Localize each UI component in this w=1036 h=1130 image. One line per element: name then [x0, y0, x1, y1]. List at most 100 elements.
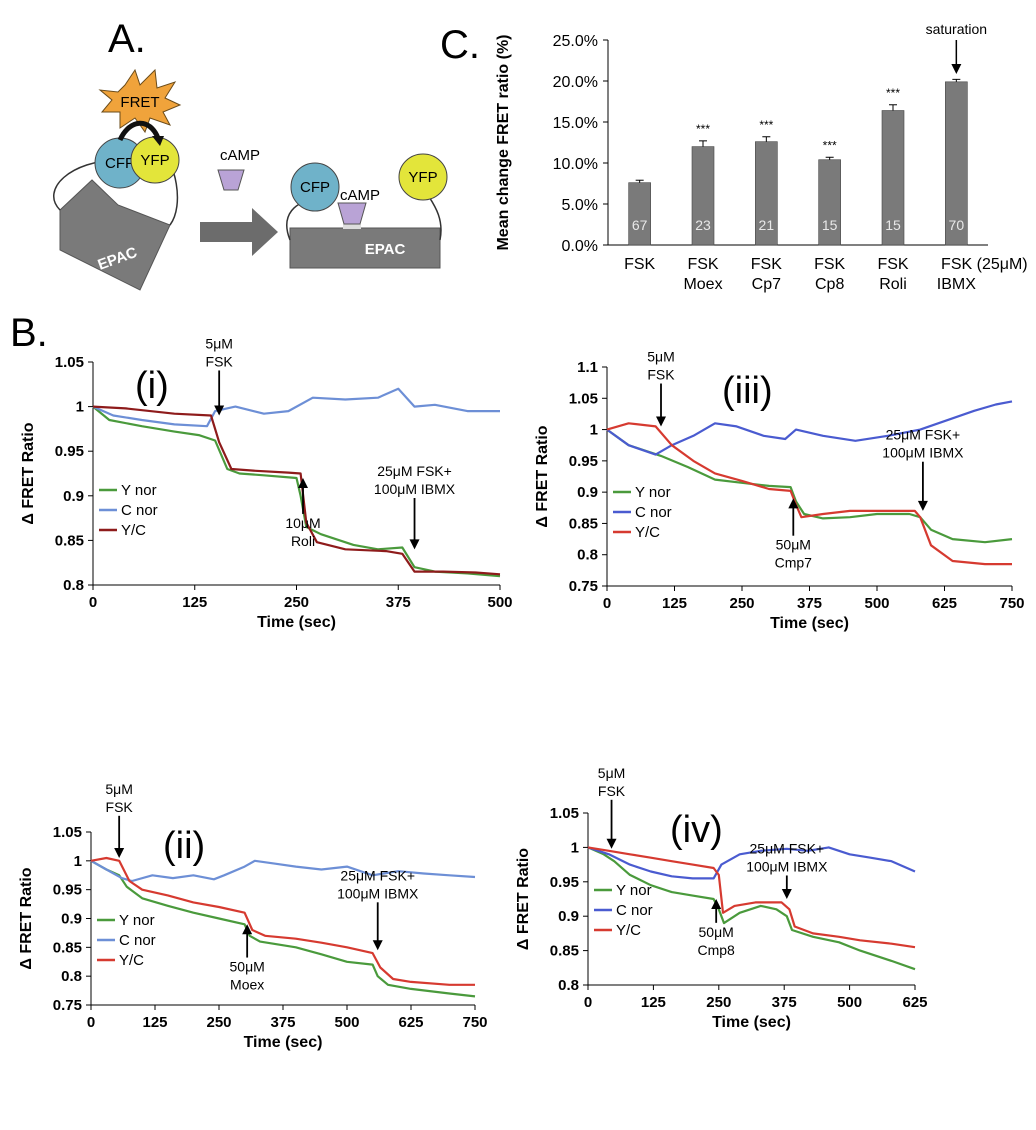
significance-marker: *** — [696, 122, 710, 136]
x-axis-label: Time (sec) — [257, 614, 336, 631]
y-tick-label: 0.9 — [63, 488, 84, 505]
epac-block-right — [289, 227, 441, 269]
annotation-line2: Cmp7 — [775, 555, 813, 571]
x-axis-label: Time (sec) — [770, 615, 849, 632]
x-tick-label: 0 — [584, 994, 592, 1011]
panel-a-letter: A. — [108, 17, 146, 61]
x-tick-label: 250 — [206, 1014, 231, 1031]
chart-i-line: 0.8 0.85 0.9 0.95 1 1.05 0 125 250 375 500 Time (se… — [20, 335, 513, 631]
legend-label: Y/C — [119, 952, 144, 969]
annotation-line1: 50μM — [230, 959, 265, 975]
significance-marker: *** — [886, 86, 900, 100]
category-label-line1: FSK — [751, 256, 782, 273]
x-tick-label: 125 — [662, 595, 687, 612]
annotation-line1: 25μM FSK+ — [750, 840, 825, 856]
epac-block-left — [59, 179, 171, 291]
x-tick-label: 750 — [462, 1014, 487, 1031]
category-label-line2: Cp8 — [815, 276, 844, 293]
annotation-line1: 25μM FSK+ — [340, 867, 415, 883]
panel-c-letter: C. — [440, 23, 480, 67]
series-line-ynor — [587, 846, 916, 971]
panel-b-letter: B. — [10, 311, 48, 355]
legend-label: C nor — [119, 932, 156, 949]
legend-label: Y/C — [121, 522, 146, 539]
cfp-label-left: CFP — [105, 155, 135, 172]
panel-roman-label: (ii) — [163, 825, 205, 867]
annotation-line2: 100μM IBMX — [337, 885, 419, 901]
category-label-line1: FSK — [624, 256, 655, 273]
category-label-line2: IBMX — [937, 276, 976, 293]
fret-burst — [98, 68, 182, 134]
y-tick-label: 0.85 — [569, 515, 598, 532]
x-tick-label: 250 — [706, 994, 731, 1011]
bar-n-label: 67 — [632, 217, 648, 233]
annotation-line2: 100μM IBMX — [374, 481, 456, 497]
x-tick-label: 500 — [864, 595, 889, 612]
y-axis-label: Mean change FRET ratio (%) — [495, 34, 512, 250]
y-tick-label: 0.8 — [61, 968, 82, 985]
camp-free-label: cAMP — [220, 147, 260, 164]
x-tick-label: 125 — [182, 594, 207, 611]
annotation-line1: 50μM — [776, 537, 811, 553]
x-tick-label: 0 — [89, 594, 97, 611]
panel-a-diagram: A. EPAC CFP YFP FRET cAMP EPAC cAMP — [53, 17, 448, 291]
y-tick-label: 1 — [76, 399, 84, 416]
annotation-line2: 100μM IBMX — [882, 445, 964, 461]
category-label-line1: FSK — [877, 256, 908, 273]
series-line-yc — [587, 846, 916, 949]
annotation-line2: Cmp8 — [698, 942, 736, 958]
annotation-line2: FSK — [647, 367, 675, 383]
y-tick-label: 0.85 — [550, 943, 579, 960]
camp-free-icon — [217, 169, 245, 191]
y-tick-label: 1.1 — [577, 359, 598, 376]
annotation-arrowhead — [606, 838, 617, 849]
y-axis-label: Δ FRET Ratio — [20, 422, 37, 524]
legend-label: Y/C — [635, 524, 660, 541]
series-line-cnor — [92, 387, 500, 428]
legend-label: Y nor — [119, 912, 155, 929]
y-tick-label: 1 — [74, 853, 82, 870]
chart-iii-line: 0.75 0.8 0.85 0.9 0.95 1 1.05 1.1 0 125 250 375 500 6… — [534, 349, 1025, 632]
category-label-line2: Moex — [683, 276, 722, 293]
legend-label: Y nor — [616, 882, 652, 899]
x-axis-label: Time (sec) — [712, 1014, 791, 1031]
y-tick-label: 1 — [590, 422, 598, 439]
x-tick-label: 0 — [603, 595, 611, 612]
chart-iv-line: 0.8 0.85 0.9 0.95 1 1.05 0 125 250 375 500 625 Time … — [515, 765, 928, 1031]
bar-n-label: 70 — [949, 217, 965, 233]
panel-roman-label: (iii) — [722, 370, 773, 412]
yfp-bulb-right — [398, 153, 448, 201]
cfp-label-right: CFP — [300, 179, 330, 196]
category-label-line1: FSK — [814, 256, 845, 273]
y-tick-label: 0.95 — [53, 882, 82, 899]
y-tick-label: 0.95 — [55, 443, 84, 460]
series-line-cnor — [587, 846, 916, 880]
x-tick-label: 500 — [334, 1014, 359, 1031]
series-line-yc — [90, 856, 475, 986]
y-axis-label: Δ FRET Ratio — [515, 848, 532, 950]
bar-n-label: 15 — [822, 217, 838, 233]
x-tick-label: 625 — [398, 1014, 423, 1031]
x-tick-label: 250 — [284, 594, 309, 611]
camp-binding-slot — [343, 224, 361, 229]
y-tick-label: 0.95 — [569, 453, 598, 470]
annotation-line1: 5μM — [647, 349, 675, 365]
annotation-line2: Roli — [291, 533, 315, 549]
annotation-arrowhead — [711, 899, 722, 909]
fret-transfer-arrowhead — [152, 136, 164, 146]
fret-transfer-arrow — [117, 120, 161, 142]
significance-marker: *** — [759, 118, 773, 132]
y-tick-label: 0.95 — [550, 874, 579, 891]
annotation-arrowhead — [298, 477, 309, 488]
x-tick-label: 0 — [87, 1014, 95, 1031]
series-line-ynor — [90, 859, 476, 998]
cfp-bulb-right — [290, 162, 340, 212]
y-tick-label: 15.0% — [553, 115, 598, 132]
annotation-line1: 10μM — [285, 515, 320, 531]
transition-arrow — [200, 208, 278, 256]
y-axis-label: Δ FRET Ratio — [534, 425, 551, 527]
annotation-line2: 100μM IBMX — [746, 858, 828, 874]
y-tick-label: 1.05 — [55, 354, 84, 371]
camp-bound-icon — [337, 202, 367, 225]
x-tick-label: 750 — [999, 595, 1024, 612]
